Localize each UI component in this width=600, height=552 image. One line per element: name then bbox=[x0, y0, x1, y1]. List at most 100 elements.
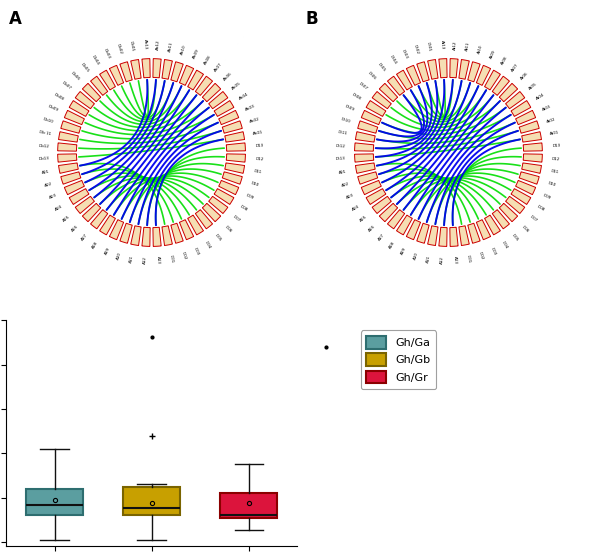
Polygon shape bbox=[61, 121, 81, 133]
Text: Db07: Db07 bbox=[61, 81, 72, 91]
Text: Ab08: Ab08 bbox=[203, 55, 212, 66]
Polygon shape bbox=[515, 181, 536, 195]
Text: A06: A06 bbox=[368, 225, 376, 233]
Polygon shape bbox=[222, 121, 242, 133]
Text: Db01: Db01 bbox=[129, 41, 135, 52]
Text: D08: D08 bbox=[239, 204, 248, 213]
Polygon shape bbox=[406, 65, 421, 86]
Text: A04: A04 bbox=[55, 205, 64, 212]
Polygon shape bbox=[218, 181, 239, 195]
Text: D03: D03 bbox=[489, 246, 496, 256]
Polygon shape bbox=[120, 223, 132, 243]
Polygon shape bbox=[209, 92, 228, 109]
Text: A03: A03 bbox=[49, 193, 58, 200]
Text: A04: A04 bbox=[352, 205, 361, 212]
Text: A13: A13 bbox=[453, 256, 457, 264]
Polygon shape bbox=[358, 121, 378, 133]
Text: Dt08: Dt08 bbox=[351, 92, 361, 101]
Polygon shape bbox=[153, 59, 161, 78]
Polygon shape bbox=[153, 227, 161, 246]
Text: D11: D11 bbox=[550, 169, 559, 174]
Text: At06: At06 bbox=[520, 71, 530, 81]
Polygon shape bbox=[388, 210, 404, 229]
Text: Ab13: Ab13 bbox=[143, 39, 148, 50]
Polygon shape bbox=[109, 65, 124, 86]
Polygon shape bbox=[476, 220, 491, 240]
Text: D02: D02 bbox=[478, 251, 484, 260]
Text: D06: D06 bbox=[520, 225, 529, 233]
Text: D04: D04 bbox=[500, 240, 508, 250]
Text: A09: A09 bbox=[401, 246, 407, 256]
Text: At07: At07 bbox=[511, 62, 520, 72]
Polygon shape bbox=[171, 223, 183, 243]
Polygon shape bbox=[218, 110, 239, 125]
Text: Dt03: Dt03 bbox=[400, 49, 408, 60]
Polygon shape bbox=[225, 132, 245, 142]
Text: Dt09: Dt09 bbox=[344, 104, 355, 112]
Text: Db02: Db02 bbox=[116, 44, 123, 55]
Text: Db08: Db08 bbox=[53, 92, 65, 101]
Polygon shape bbox=[142, 59, 150, 78]
Polygon shape bbox=[515, 110, 536, 125]
Polygon shape bbox=[91, 76, 108, 95]
Polygon shape bbox=[523, 143, 542, 151]
Polygon shape bbox=[511, 189, 531, 204]
Text: A09: A09 bbox=[104, 246, 111, 256]
Text: Db05: Db05 bbox=[80, 62, 90, 73]
Text: Db13: Db13 bbox=[38, 157, 49, 161]
Polygon shape bbox=[120, 62, 132, 82]
Polygon shape bbox=[162, 60, 172, 79]
Polygon shape bbox=[100, 215, 115, 235]
Text: A02: A02 bbox=[341, 182, 350, 188]
Text: Db06: Db06 bbox=[70, 71, 80, 82]
PathPatch shape bbox=[124, 487, 179, 516]
Polygon shape bbox=[388, 76, 404, 95]
Text: Db12: Db12 bbox=[38, 144, 49, 148]
Text: D03: D03 bbox=[193, 246, 199, 256]
Polygon shape bbox=[202, 83, 221, 102]
Text: D05: D05 bbox=[214, 233, 222, 242]
Text: D09: D09 bbox=[245, 193, 254, 200]
Polygon shape bbox=[188, 215, 203, 235]
Polygon shape bbox=[519, 121, 539, 133]
Polygon shape bbox=[428, 226, 438, 246]
Polygon shape bbox=[64, 110, 85, 125]
Text: At03: At03 bbox=[542, 104, 552, 112]
Text: A03: A03 bbox=[346, 193, 355, 200]
Polygon shape bbox=[450, 59, 458, 78]
Polygon shape bbox=[58, 154, 77, 162]
Polygon shape bbox=[222, 172, 242, 184]
Text: Ab07: Ab07 bbox=[213, 62, 223, 73]
Polygon shape bbox=[69, 189, 89, 204]
Text: Ab04: Ab04 bbox=[238, 92, 250, 101]
Polygon shape bbox=[64, 181, 85, 195]
Text: Dt04: Dt04 bbox=[388, 55, 397, 65]
Polygon shape bbox=[439, 59, 447, 78]
Text: At11: At11 bbox=[465, 41, 471, 51]
Polygon shape bbox=[366, 100, 386, 116]
Text: A13: A13 bbox=[156, 256, 160, 264]
Text: Ab03: Ab03 bbox=[244, 104, 256, 112]
Polygon shape bbox=[476, 65, 491, 86]
Text: At12: At12 bbox=[452, 40, 457, 50]
Text: Db10: Db10 bbox=[43, 117, 54, 124]
Polygon shape bbox=[522, 163, 541, 173]
Text: D02: D02 bbox=[181, 251, 187, 260]
Polygon shape bbox=[59, 132, 78, 142]
Polygon shape bbox=[131, 60, 141, 79]
Text: A05: A05 bbox=[359, 215, 368, 223]
Polygon shape bbox=[459, 60, 469, 79]
Polygon shape bbox=[214, 100, 234, 116]
Text: D10: D10 bbox=[250, 182, 259, 188]
Text: D13: D13 bbox=[552, 144, 560, 148]
Text: A10: A10 bbox=[413, 251, 419, 260]
Text: D10: D10 bbox=[547, 182, 556, 188]
Text: A06: A06 bbox=[71, 225, 79, 233]
Polygon shape bbox=[468, 223, 480, 243]
Polygon shape bbox=[361, 110, 382, 125]
Polygon shape bbox=[450, 227, 458, 246]
Polygon shape bbox=[485, 70, 500, 90]
Polygon shape bbox=[179, 220, 194, 240]
Text: A: A bbox=[9, 10, 22, 28]
Text: A07: A07 bbox=[378, 233, 386, 242]
